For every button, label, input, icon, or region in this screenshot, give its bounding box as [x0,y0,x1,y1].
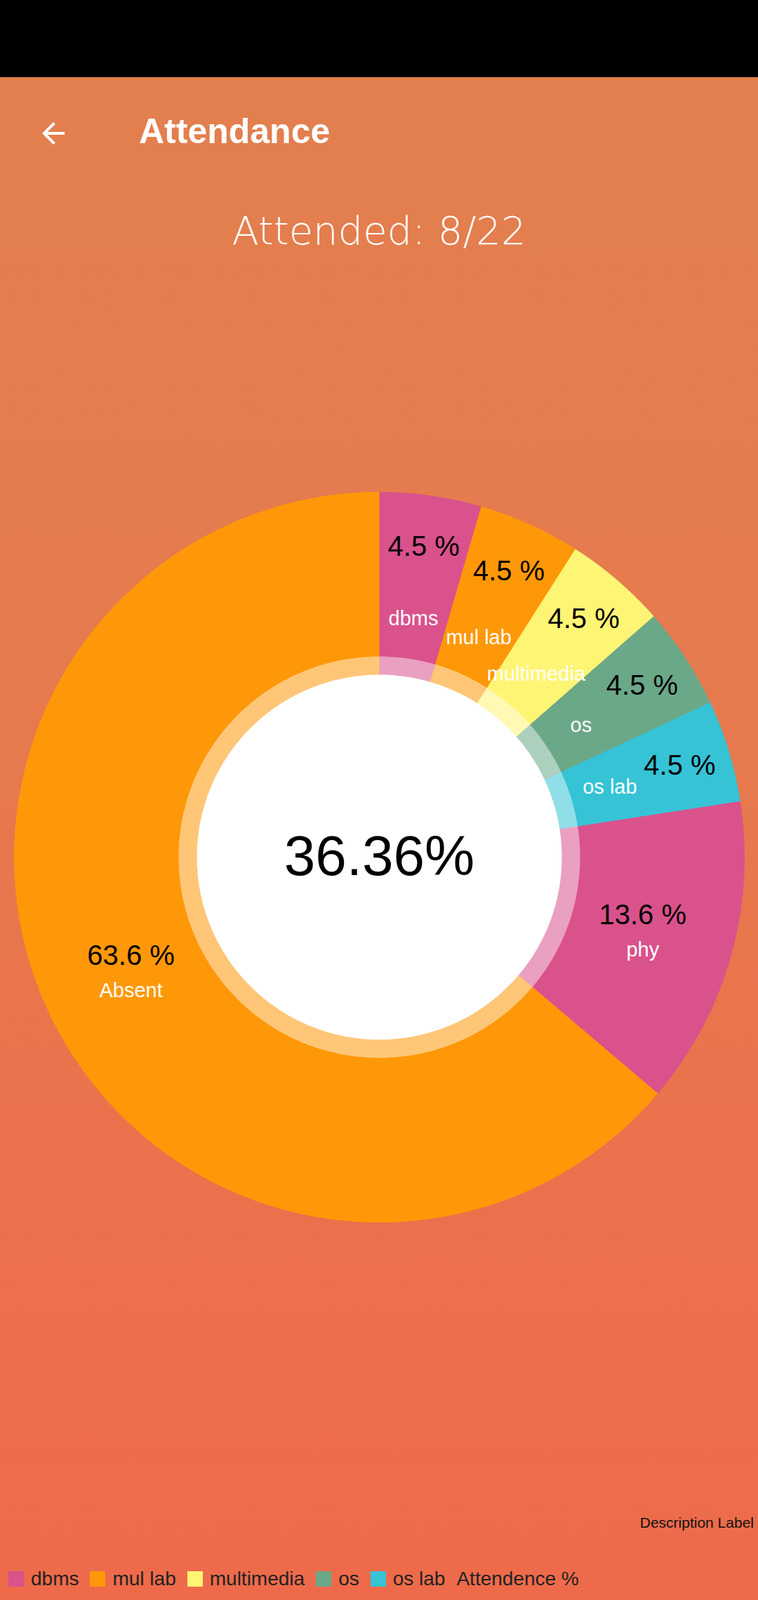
svg-text:multimedia: multimedia [487,662,587,686]
svg-text:4.5 %: 4.5 % [547,602,620,634]
html-text:Attended: 8/22: Attended: 8/22 [231,207,527,254]
svg-text:dbms: dbms [388,607,439,630]
svg-text:os lab: os lab [582,775,637,799]
svg-text:phy: phy [626,938,660,961]
svg-text:mul lab: mul lab [445,626,512,649]
html-text:os: os [338,1567,360,1590]
html-text:multimedia: multimedia [209,1567,305,1590]
svg-text:Absent: Absent [98,979,163,1002]
svg-text:os: os [570,713,593,737]
html-text:dbms: dbms [30,1567,79,1590]
svg-text:36.36%: 36.36% [284,824,475,888]
html-text:Attendence %: Attendence % [456,1567,579,1590]
svg-text:4.5 %: 4.5 % [473,555,545,587]
svg-text:13.6 %: 13.6 % [598,899,687,930]
svg-text:4.5 %: 4.5 % [643,749,716,781]
html-text:os lab: os lab [392,1567,446,1590]
svg-text:4.5 %: 4.5 % [606,669,678,701]
html-text:Description Label: Description Label [639,1514,754,1531]
html-text:mul lab: mul lab [112,1567,176,1590]
svg-text:63.6 %: 63.6 % [87,939,175,971]
svg-text:4.5 %: 4.5 % [388,530,460,562]
html-text:Attendance: Attendance [138,111,331,151]
